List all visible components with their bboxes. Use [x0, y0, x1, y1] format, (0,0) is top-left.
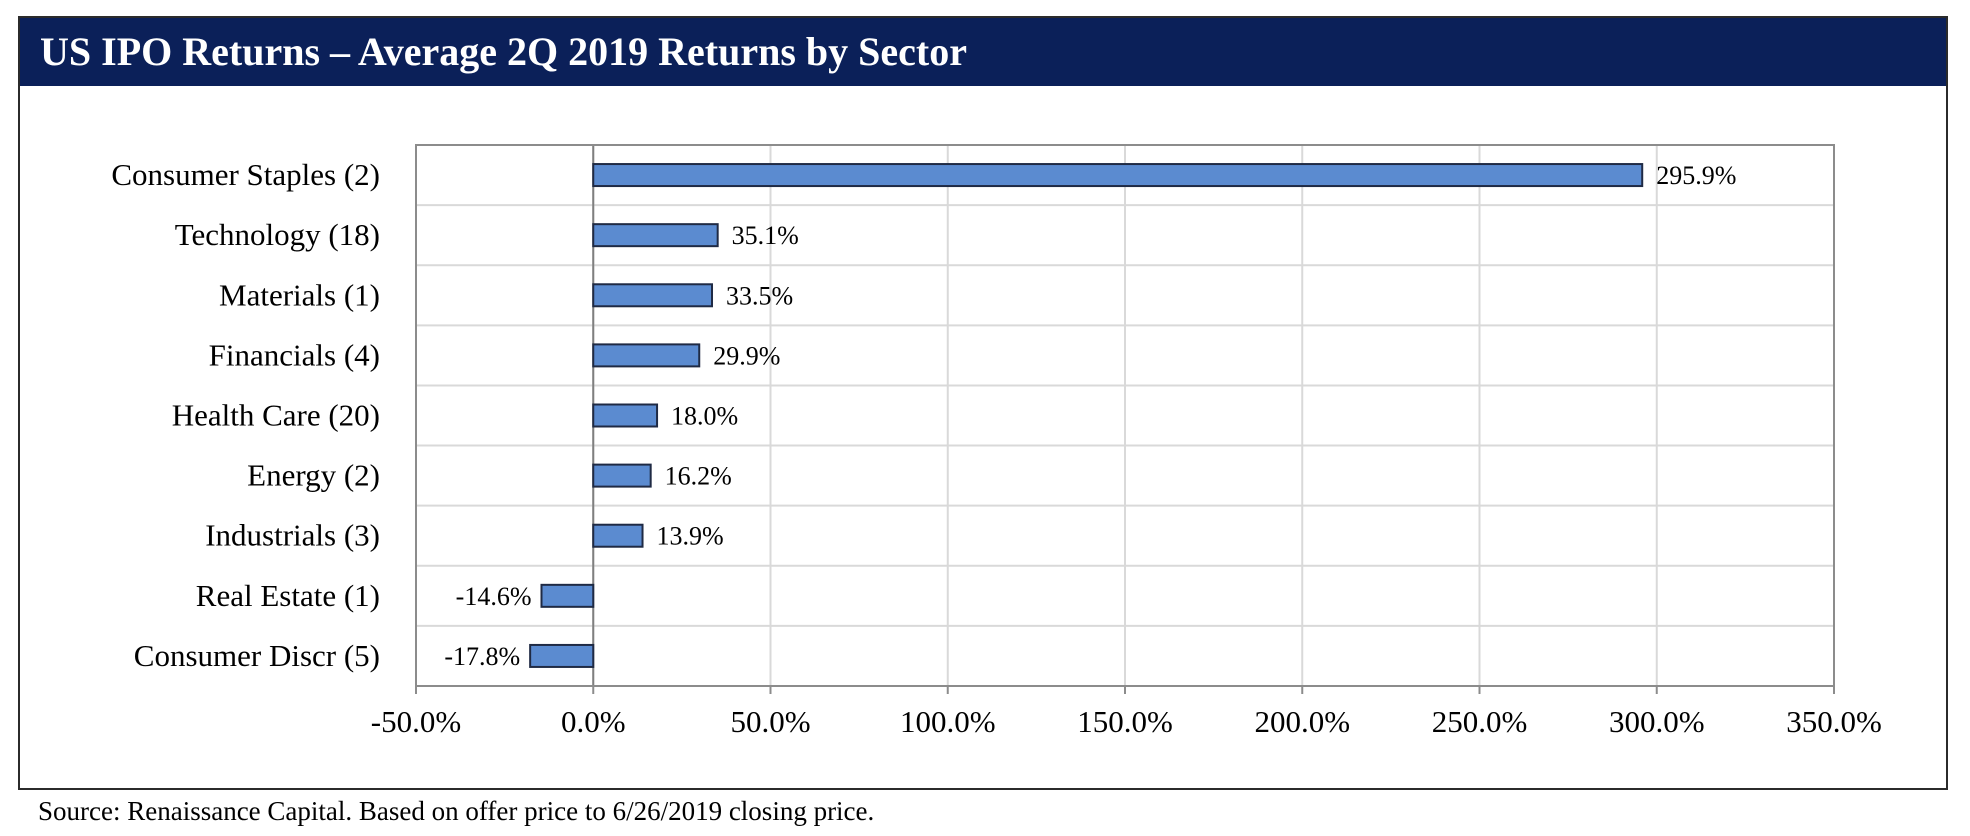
bar [592, 523, 644, 548]
x-tick-label: 0.0% [561, 704, 626, 739]
data-label: 35.1% [732, 221, 799, 250]
bar [592, 463, 652, 488]
chart-title: US IPO Returns – Average 2Q 2019 Returns… [40, 29, 967, 74]
x-tick-label: 300.0% [1609, 704, 1705, 739]
category-label: Real Estate (1) [196, 578, 380, 613]
x-tick-label: 150.0% [1077, 704, 1173, 739]
bar [592, 223, 719, 248]
data-label: 295.9% [1656, 161, 1736, 190]
bar [592, 163, 1644, 188]
bar-chart: 295.9% Consumer Staples (2) 35.1% Technolog… [111, 144, 1882, 739]
category-label: Materials (1) [219, 277, 380, 312]
title-bar: US IPO Returns – Average 2Q 2019 Returns… [20, 18, 1946, 86]
data-label: 29.9% [713, 341, 780, 370]
data-label: 33.5% [726, 281, 793, 310]
bar [529, 643, 595, 668]
bar [540, 583, 595, 608]
data-label: 13.9% [657, 522, 724, 551]
bar [592, 403, 659, 428]
x-tick-label: 100.0% [900, 704, 996, 739]
x-tick-label: 350.0% [1786, 704, 1882, 739]
data-label: 18.0% [671, 402, 738, 431]
category-label: Financials (4) [209, 337, 380, 372]
x-tick-label: 200.0% [1254, 704, 1350, 739]
bar [592, 283, 714, 308]
data-label: 16.2% [665, 462, 732, 491]
category-label: Technology (18) [175, 217, 380, 252]
x-tick-label: 250.0% [1432, 704, 1528, 739]
category-label: Industrials (3) [205, 518, 380, 553]
x-tick-label: -50.0% [371, 704, 461, 739]
bar [592, 343, 701, 368]
category-label: Consumer Staples (2) [111, 157, 380, 192]
category-label: Consumer Discr (5) [134, 638, 380, 673]
data-label: -17.8% [444, 642, 520, 671]
source-note: Source: Renaissance Capital. Based on of… [38, 796, 875, 826]
data-label: -14.6% [456, 582, 532, 611]
x-tick-label: 50.0% [730, 704, 810, 739]
category-label: Energy (2) [247, 458, 380, 493]
category-label: Health Care (20) [172, 398, 380, 433]
